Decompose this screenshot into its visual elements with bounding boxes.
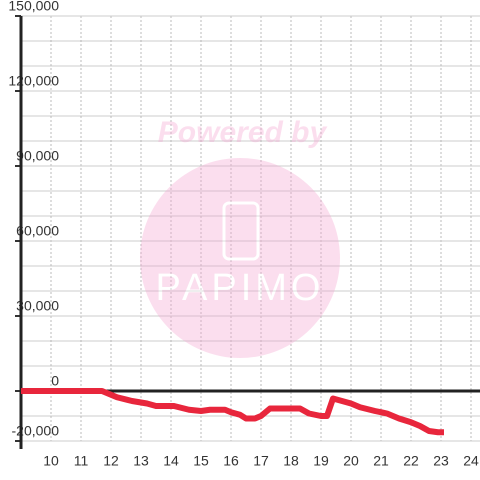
x-tick-label: 18 [283, 453, 299, 469]
watermark: Powered by PAPIMO [140, 116, 340, 358]
y-tick-label: 120,000 [8, 73, 59, 89]
y-tick-label: 90,000 [16, 148, 59, 164]
y-tick-label: 150,000 [8, 0, 59, 14]
x-tick-label: 14 [163, 453, 179, 469]
x-tick-label: 22 [403, 453, 419, 469]
watermark-text: Powered by [158, 116, 328, 149]
x-tick-label: 21 [373, 453, 389, 469]
x-tick-label: 12 [103, 453, 119, 469]
watermark-brand: PAPIMO [156, 267, 325, 309]
x-tick-label: 11 [74, 453, 89, 469]
x-tick-label: 19 [313, 453, 329, 469]
y-tick-label: 30,000 [16, 298, 59, 314]
x-tick-label: 13 [133, 453, 149, 469]
y-tick-label: 0 [51, 373, 59, 389]
x-tick-label: 17 [253, 453, 269, 469]
y-tick-label: -20,000 [12, 423, 60, 439]
x-tick-label: 16 [223, 453, 239, 469]
data-line [21, 388, 444, 436]
watermark-circle [140, 158, 340, 358]
x-tick-label: 23 [433, 453, 449, 469]
y-tick-label: 60,000 [16, 223, 59, 239]
x-tick-label: 10 [43, 453, 59, 469]
watermark-icon [222, 201, 260, 261]
x-tick-label: 20 [343, 453, 359, 469]
x-tick-label: 15 [193, 453, 209, 469]
x-tick-label: 24 [463, 453, 479, 469]
